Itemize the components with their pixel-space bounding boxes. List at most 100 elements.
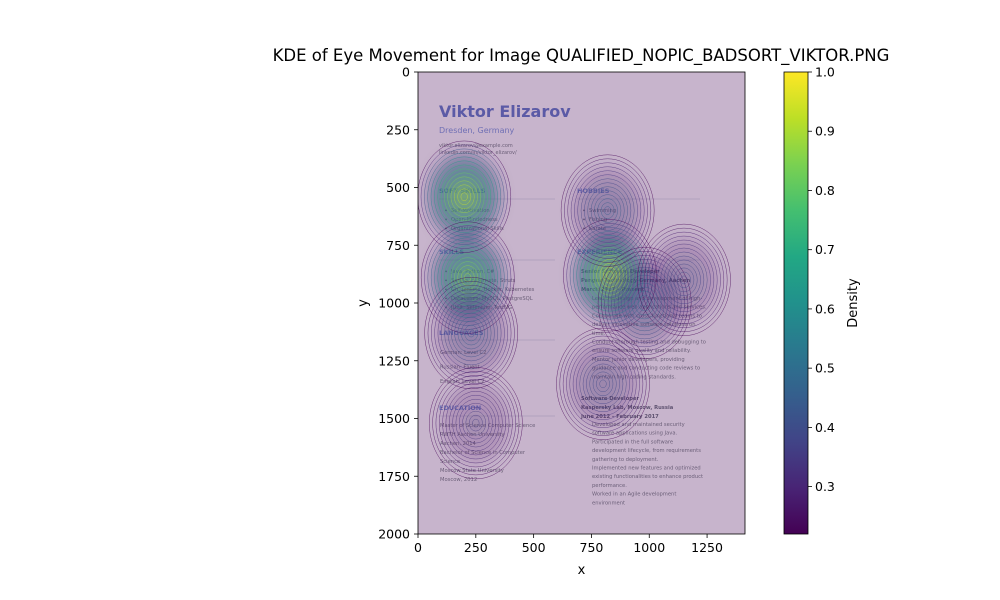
- density-contour: [420, 144, 508, 249]
- density-contour: [594, 194, 622, 227]
- density-contour: [576, 351, 630, 416]
- density-contour: [468, 414, 483, 432]
- density-blob: [663, 255, 705, 305]
- density-contour: [596, 375, 610, 393]
- cv-line: time.: [592, 331, 606, 337]
- density-contour: [589, 251, 631, 300]
- x-tick-label: 0: [414, 540, 422, 555]
- density-contour: [447, 304, 495, 362]
- density-contour: [570, 166, 645, 255]
- density-contour: [604, 254, 685, 352]
- density-contour: [677, 271, 691, 289]
- density-blob: [455, 185, 474, 208]
- density-contour: [583, 243, 637, 308]
- density-contour: [574, 170, 642, 251]
- density-contour: [454, 312, 489, 354]
- density-contour: [450, 308, 492, 358]
- density-contour: [418, 140, 512, 253]
- density-contour: [637, 223, 731, 336]
- density-contour: [572, 347, 634, 420]
- cv-line: existing functionalities to enhance prod…: [592, 474, 703, 480]
- cv-line: Participated in the full software: [592, 439, 673, 445]
- density-contour: [458, 402, 493, 444]
- colorbar-tick-label: 0.5: [815, 361, 835, 376]
- density-contour: [643, 231, 725, 328]
- density-contour: [450, 180, 478, 213]
- x-axis: 0 250 500 750 1000 1250: [414, 534, 723, 555]
- cv-line: gathering to deployment.: [592, 457, 659, 463]
- density-contour: [624, 278, 665, 328]
- density-contour: [603, 267, 617, 284]
- density-contour: [597, 198, 618, 223]
- density-contour: [424, 225, 512, 330]
- colorbar-tick-label: 0.8: [815, 183, 835, 198]
- density-contour: [556, 327, 650, 440]
- colorbar: [783, 71, 809, 535]
- density-contour: [647, 235, 721, 324]
- colorbar-tick-label: 0.9: [815, 124, 835, 139]
- density-blob: [582, 359, 624, 409]
- density-contour: [472, 418, 480, 428]
- x-axis-label: x: [578, 563, 586, 578]
- density-contour: [462, 406, 490, 440]
- density-contour: [442, 383, 510, 464]
- density-contour: [460, 192, 468, 201]
- density-blob: [598, 199, 617, 222]
- y-tick-label: 250: [386, 122, 410, 137]
- density-contour: [455, 398, 497, 448]
- cv-line: ensure software quality and reliability.: [592, 348, 691, 354]
- density-contour: [569, 227, 651, 324]
- colorbar-tick-label: 0.7: [815, 242, 835, 257]
- density-contour: [569, 343, 637, 424]
- cv-line: performance.: [592, 483, 627, 489]
- density-contour: [580, 178, 635, 243]
- cv-line: Moscow, 2012: [440, 477, 477, 483]
- density-contour: [673, 267, 695, 293]
- density-contour: [427, 280, 515, 386]
- density-contour: [563, 219, 657, 332]
- density-contour: [424, 276, 518, 390]
- density-contour: [566, 339, 640, 428]
- density-contour: [614, 266, 675, 340]
- y-tick-label: 750: [386, 238, 410, 253]
- density-contour: [663, 255, 705, 305]
- density-contour: [441, 296, 502, 370]
- density-contour: [460, 320, 482, 346]
- y-tick-label: 2000: [378, 527, 410, 542]
- cv-line: environment: [592, 500, 625, 506]
- density-contour: [435, 375, 516, 472]
- density-contour: [454, 184, 475, 209]
- x-tick-label: 750: [580, 540, 604, 555]
- density-contour: [601, 250, 689, 356]
- y-tick-label: 0: [402, 65, 410, 80]
- colorbar-axis: 0.3 0.4 0.5 0.6 0.7 0.8 0.9 1.0: [808, 65, 835, 494]
- density-contour: [592, 371, 614, 397]
- density-contour: [660, 251, 708, 309]
- x-tick-label: 500: [522, 540, 546, 555]
- density-heatmap: [425, 149, 719, 463]
- y-tick-label: 1250: [378, 353, 410, 368]
- density-contour: [432, 371, 520, 476]
- density-contour: [586, 363, 620, 405]
- density-contour: [599, 379, 607, 389]
- density-contour: [440, 168, 488, 225]
- density-contour: [586, 247, 634, 304]
- density-contour: [467, 328, 475, 338]
- x-tick-label: 1000: [633, 540, 665, 555]
- y-tick-label: 500: [386, 180, 410, 195]
- cv-line: Implemented new features and optimized: [592, 466, 701, 472]
- density-contour: [430, 233, 505, 322]
- colorbar-tick-label: 1.0: [815, 65, 835, 80]
- cv-line: Mentor junior developers, providing: [592, 357, 685, 363]
- y-tick-label: 1750: [378, 469, 410, 484]
- colorbar-tick-label: 0.4: [815, 420, 835, 435]
- density-contour: [465, 410, 487, 436]
- density-contour: [582, 359, 624, 409]
- density-contour: [457, 188, 472, 205]
- cv-line: Moscow State University: [440, 468, 504, 474]
- density-blob: [466, 412, 485, 434]
- cv-contact-1: viktor.elizarov@example.com: [439, 143, 513, 149]
- density-contour: [667, 259, 701, 301]
- density-contours: [418, 140, 731, 480]
